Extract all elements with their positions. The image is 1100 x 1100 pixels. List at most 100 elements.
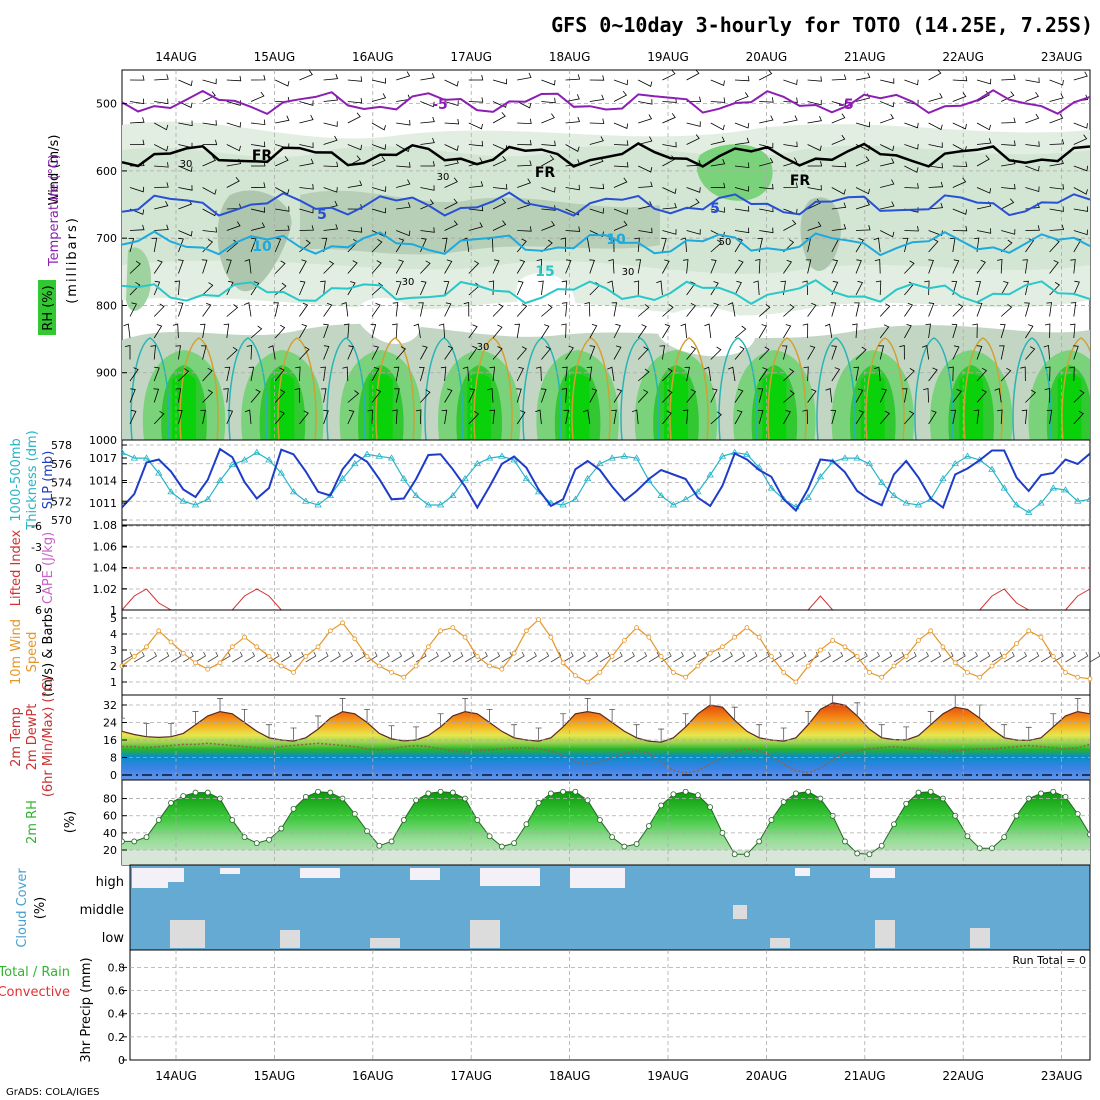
thickness-point-59 <box>841 454 849 461</box>
upper-barb-2-17 <box>541 113 555 124</box>
tick-li-ticks-1: -3 <box>31 541 42 554</box>
thickness-point-10 <box>240 456 249 463</box>
upper-barb-6-12 <box>420 199 434 210</box>
upper-barb-5-27 <box>783 182 798 188</box>
upper-barb-15-24 <box>710 388 718 403</box>
upper-barb-15-19 <box>589 388 598 403</box>
upper-barb-10-29 <box>831 280 839 296</box>
tick-wind-ticks-4: 5 <box>110 612 117 625</box>
surface-barb-3 <box>158 651 170 663</box>
tick-rh-ticks-1: 40 <box>103 827 117 840</box>
thickness-point-26 <box>436 501 445 508</box>
wind-point-64 <box>903 654 909 659</box>
upper-barb-5-3 <box>202 187 217 195</box>
upper-barb-4-6 <box>275 155 289 167</box>
wind-point-13 <box>278 663 284 669</box>
upper-barb-1-0 <box>129 98 145 105</box>
upper-barb-14-20 <box>607 366 615 382</box>
upper-barb-16-26 <box>757 409 764 425</box>
upper-barb-12-7 <box>299 324 308 339</box>
upper-barb-14-34 <box>948 366 954 382</box>
upper-barb-10-26 <box>753 280 760 296</box>
isotherm-0 <box>122 89 1090 116</box>
thickness-point-12 <box>265 456 273 463</box>
upper-barb-13-34 <box>952 345 960 360</box>
wind-point-41 <box>621 638 627 643</box>
upper-barb-5-29 <box>831 187 846 195</box>
surface-barb-68 <box>955 651 966 663</box>
date-top-4: 18AUG <box>549 50 591 64</box>
upper-barb-7-19 <box>589 230 604 237</box>
upper-barb-6-25 <box>734 206 750 212</box>
upper-barb-12-19 <box>589 324 598 339</box>
tick-upper-ticks-0: 500 <box>96 98 117 111</box>
upper-barb-14-14 <box>462 366 470 382</box>
tick-li-ticks-2: 1.04 <box>93 562 118 575</box>
upper-barb-2-28 <box>807 115 822 124</box>
upper-barb-10-35 <box>975 281 982 296</box>
upper-barb-15-8 <box>320 388 327 403</box>
upper-barb-16-25 <box>734 410 743 425</box>
upper-ylabel: (millibars) <box>65 216 80 304</box>
upper-barb-16-9 <box>347 409 355 425</box>
surface-barb-57 <box>820 651 831 663</box>
upper-barb-15-32 <box>901 388 908 403</box>
rh-point-50 <box>731 851 738 858</box>
tick-temp-ticks-1: 8 <box>110 752 117 765</box>
thickness-point-27 <box>449 491 457 499</box>
tick-li-ticks-3: 1.02 <box>93 583 118 596</box>
upper-barb-14-38 <box>1045 366 1051 382</box>
wind-point-56 <box>805 663 811 669</box>
upper-barb-14-19 <box>586 366 593 382</box>
upper-barb-12-4 <box>223 323 230 339</box>
surface-barb-36 <box>562 651 574 663</box>
upper-barb-9-32 <box>904 260 915 274</box>
isotherm-plume-10 <box>620 337 660 440</box>
rh-point-0 <box>122 838 125 845</box>
upper-barb-14-15 <box>489 366 496 382</box>
tick-slp-ticks-2: 1011 <box>89 497 117 510</box>
upper-barb-2-19 <box>589 118 605 124</box>
wind-point-40 <box>609 654 615 659</box>
upper-barb-13-1 <box>150 345 156 360</box>
upper-barb-11-0 <box>129 302 137 317</box>
upper-barb-4-26 <box>759 157 774 167</box>
upper-barb-15-35 <box>976 389 987 403</box>
upper-barb-4-35 <box>976 155 990 167</box>
rh-point-39 <box>596 817 603 823</box>
rh-point-29 <box>474 817 481 823</box>
upper-barb-11-38 <box>1046 302 1052 317</box>
wind-label-1: 10m Wind <box>9 619 24 685</box>
rh-shade-blob4 <box>126 247 151 311</box>
isotherm-plume-13 <box>767 337 807 440</box>
upper-barb-12-32 <box>904 324 912 339</box>
tick-upper-ticks-2: 700 <box>96 232 117 245</box>
upper-barb-0-22 <box>662 70 676 81</box>
upper-barb-2-3 <box>202 120 217 126</box>
date-bottom-3: 17AUG <box>450 1069 492 1083</box>
upper-barb-3-33 <box>928 142 943 148</box>
upper-barb-10-23 <box>686 281 696 296</box>
upper-barb-2-36 <box>1001 117 1016 124</box>
rh-point-15 <box>302 793 309 800</box>
surface-barb-29 <box>477 651 488 663</box>
upper-barb-5-37 <box>1025 186 1040 193</box>
temp-ticks: 0 8 16 24 32 <box>103 699 127 782</box>
surface-barb-79 <box>1089 651 1100 663</box>
surface-barb-10 <box>244 651 256 663</box>
upper-barb-0-26 <box>759 70 773 81</box>
cloud-level-low: low <box>102 931 125 946</box>
wind-point-16 <box>315 644 321 650</box>
upper-barb-5-35 <box>976 187 992 194</box>
isotherm-plume-15 <box>865 337 905 440</box>
upper-barb-16-32 <box>904 410 915 425</box>
upper-barb-5-13 <box>444 177 458 188</box>
upper-barb-2-14 <box>468 122 483 130</box>
rh-plume-core-2 <box>368 374 393 440</box>
upper-barb-6-28 <box>807 198 821 210</box>
upper-barb-13-36 <box>999 345 1005 360</box>
upper-barb-3-4 <box>226 144 241 152</box>
upper-barb-2-38 <box>1049 113 1064 124</box>
thickness-point-51 <box>743 450 751 457</box>
